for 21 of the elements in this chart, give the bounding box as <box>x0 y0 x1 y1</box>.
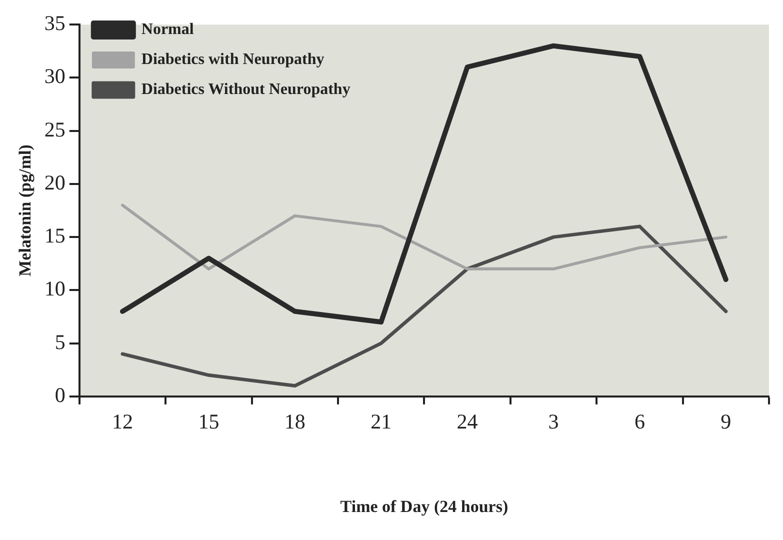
y-tick-label: 5 <box>54 330 66 354</box>
x-tick-label: 3 <box>548 410 559 434</box>
x-tick-label: 21 <box>370 410 392 434</box>
y-tick-label: 10 <box>44 276 66 301</box>
x-tick-label: 24 <box>456 410 478 434</box>
x-tick-label: 18 <box>284 410 306 434</box>
y-tick-label: 30 <box>44 64 66 88</box>
y-tick-label: 15 <box>44 224 66 248</box>
x-tick-label: 9 <box>720 410 732 434</box>
x-axis-title: Time of Day (24 hours) <box>340 497 508 516</box>
y-tick-label: 25 <box>44 117 66 142</box>
y-axis-title: Melatonin (pg/ml) <box>16 144 35 276</box>
x-tick-label: 15 <box>198 410 220 434</box>
legend-label: Diabetics Without Neuropathy <box>141 81 350 98</box>
y-tick-label: 0 <box>54 382 66 407</box>
y-tick-label: 35 <box>44 11 66 36</box>
x-tick-label: 6 <box>634 410 645 434</box>
legend-label: Normal <box>141 21 194 38</box>
y-tick-label: 20 <box>44 170 66 194</box>
legend-label: Diabetics with Neuropathy <box>141 51 324 68</box>
x-tick-label: 12 <box>112 410 133 434</box>
